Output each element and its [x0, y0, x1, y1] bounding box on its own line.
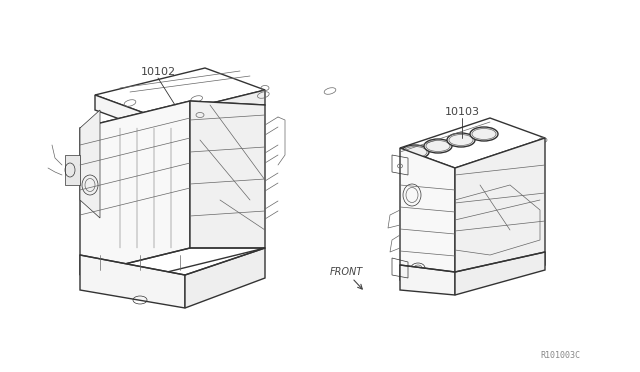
Polygon shape	[400, 148, 455, 290]
Polygon shape	[455, 138, 545, 290]
Polygon shape	[80, 101, 190, 275]
Ellipse shape	[424, 139, 452, 153]
Polygon shape	[80, 255, 185, 308]
Polygon shape	[155, 90, 265, 132]
Text: R101003C: R101003C	[540, 350, 580, 359]
Ellipse shape	[447, 133, 475, 147]
Polygon shape	[190, 101, 265, 248]
Polygon shape	[400, 265, 455, 295]
Text: FRONT: FRONT	[330, 267, 364, 277]
Polygon shape	[65, 155, 80, 185]
Text: 10102: 10102	[140, 67, 175, 77]
Polygon shape	[80, 110, 100, 218]
Polygon shape	[95, 95, 155, 132]
Text: 10103: 10103	[445, 107, 479, 117]
Polygon shape	[185, 248, 265, 308]
Ellipse shape	[470, 127, 498, 141]
Polygon shape	[455, 252, 545, 295]
Ellipse shape	[401, 145, 429, 159]
